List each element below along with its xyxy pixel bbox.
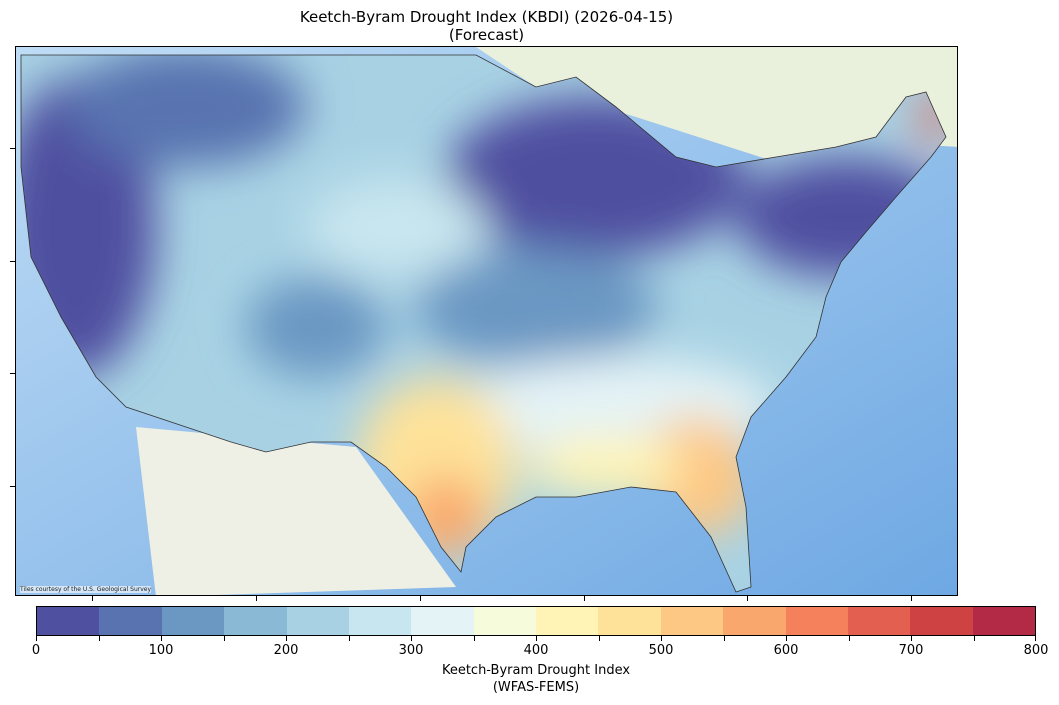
colorbar-tick [36, 636, 37, 641]
colorbar-tick [286, 636, 287, 641]
colorbar [36, 606, 1036, 636]
x-tick [911, 596, 912, 601]
colorbar-bin [910, 607, 973, 635]
x-tick [256, 596, 257, 601]
colorbar-bin [847, 607, 911, 635]
colorbar-bin [972, 607, 1035, 635]
colorbar-tick [223, 636, 225, 641]
colorbar-tick-label: 800 [1023, 643, 1049, 658]
colorbar-tick [598, 636, 600, 641]
colorbar-bin [37, 607, 100, 635]
colorbar-tick [348, 636, 350, 641]
colorbar-tick-label: 600 [773, 643, 799, 658]
colorbar-tick [1035, 636, 1036, 641]
colorbar-bin [99, 607, 162, 635]
colorbar-tick [411, 636, 412, 641]
canada-land [476, 47, 957, 162]
y-tick [10, 373, 15, 374]
colorbar-tick [536, 636, 537, 641]
colorbar-tick [911, 636, 912, 641]
colorbar-tick [973, 636, 975, 641]
colorbar-bin [286, 607, 349, 635]
colorbar-tick [473, 636, 475, 641]
colorbar-bin [660, 607, 724, 635]
colorbar-tick-label: 200 [273, 643, 299, 658]
colorbar-tick [786, 636, 787, 641]
colorbar-label: Keetch-Byram Drought Index [441, 663, 631, 678]
colorbar-tick-label: 400 [523, 643, 549, 658]
chart-title: Keetch-Byram Drought Index (KBDI) (2026-… [299, 8, 674, 26]
colorbar-tick-label: 700 [898, 643, 924, 658]
colorbar-bin [161, 607, 225, 635]
colorbar-bin [785, 607, 848, 635]
y-tick [10, 261, 15, 262]
colorbar-tick [848, 636, 850, 641]
colorbar-tick [723, 636, 725, 641]
colorbar-bin [473, 607, 536, 635]
colorbar-bin [411, 607, 474, 635]
x-tick [747, 596, 748, 601]
y-tick [10, 486, 15, 487]
colorbar-sublabel: (WFAS-FEMS) [492, 680, 580, 695]
colorbar-tick [98, 636, 100, 641]
chart-subtitle: (Forecast) [448, 26, 525, 44]
kbdi-map[interactable]: Tiles courtesy of the U.S. Geological Su… [15, 46, 958, 596]
colorbar-tick [161, 636, 162, 641]
colorbar-bin [536, 607, 599, 635]
colorbar-tick-label: 500 [648, 643, 674, 658]
x-tick [584, 596, 585, 601]
colorbar-tick-label: 300 [398, 643, 424, 658]
x-tick [92, 596, 93, 601]
colorbar-tick-label: 100 [148, 643, 174, 658]
mexico-land [136, 427, 456, 595]
map-canvas [16, 47, 957, 595]
colorbar-tick [661, 636, 662, 641]
y-tick [10, 148, 15, 149]
colorbar-bin [723, 607, 786, 635]
colorbar-tick-label: 0 [31, 643, 41, 658]
colorbar-bin [224, 607, 287, 635]
colorbar-bin [348, 607, 412, 635]
colorbar-bin [598, 607, 661, 635]
tile-attribution: Tiles courtesy of the U.S. Geological Su… [20, 586, 152, 593]
x-tick [420, 596, 421, 601]
